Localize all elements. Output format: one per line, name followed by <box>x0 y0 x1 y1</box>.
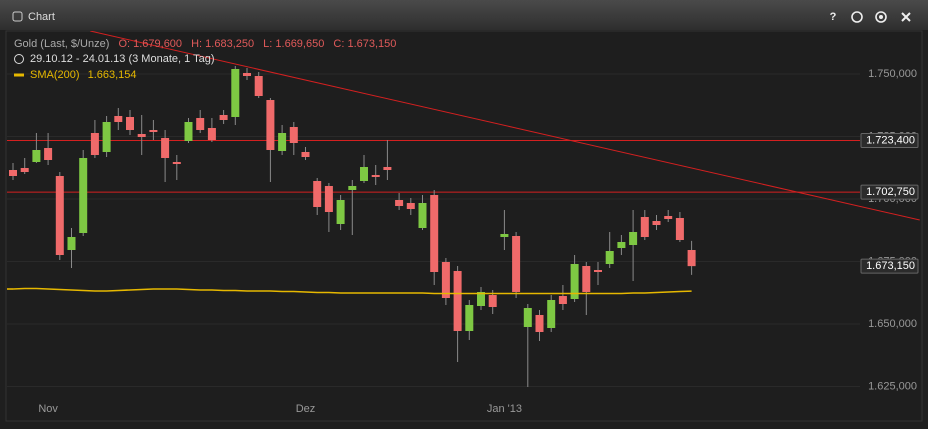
settings-dot <box>879 15 883 19</box>
candle-body <box>465 305 474 331</box>
candle-body <box>523 308 532 327</box>
window-title: Chart <box>28 11 55 23</box>
hline-price-label: 1.723,400 <box>866 134 915 146</box>
candle-body <box>278 133 287 151</box>
low-text: L: 1.669,650 <box>263 38 324 50</box>
candle-body <box>558 296 567 304</box>
candle-body <box>360 167 368 181</box>
sma-value: 1.663,154 <box>88 69 137 81</box>
high-text: H: 1.683,250 <box>191 38 254 50</box>
candle-body <box>348 186 357 190</box>
close-text: C: 1.673,150 <box>333 38 396 50</box>
hline-price-box <box>860 184 919 200</box>
candle-body <box>231 69 240 117</box>
candle-body <box>126 117 134 130</box>
candle-body <box>9 170 17 176</box>
y-tick-label: 1.650,000 <box>868 318 917 330</box>
sma-line <box>12 287 692 295</box>
reset-button[interactable] <box>851 11 863 23</box>
clock-icon <box>14 54 24 64</box>
candle-body <box>161 138 170 158</box>
trend-line <box>90 31 920 221</box>
candle-body <box>324 186 333 212</box>
candle-body <box>172 162 181 164</box>
candle-body <box>196 118 205 130</box>
open-text: O: 1.679,600 <box>118 38 182 50</box>
overlay: 1.625,0001.650,0001.675,0001.700,0001.72… <box>38 68 919 415</box>
title-bar <box>0 0 928 30</box>
candle-body <box>488 295 497 307</box>
candle-body <box>500 234 509 237</box>
candle-body <box>675 218 684 240</box>
candle-body <box>512 236 521 292</box>
candle-body <box>289 127 298 143</box>
candle-body <box>32 150 41 162</box>
candle-body <box>301 152 310 157</box>
candle-body <box>79 158 88 233</box>
candle-body <box>453 271 462 331</box>
candle-body <box>137 134 146 137</box>
last-price-box <box>860 258 919 274</box>
candle-body <box>395 200 404 206</box>
plot <box>7 31 920 387</box>
candle-body <box>547 300 556 328</box>
candle-body <box>44 148 53 160</box>
candle-body <box>406 203 415 209</box>
candle-body <box>418 203 427 228</box>
candle-body <box>629 232 638 245</box>
candle-body <box>605 251 614 264</box>
candle-body <box>20 168 29 172</box>
y-tick-label: 1.750,000 <box>868 68 917 80</box>
candle-body <box>687 250 696 267</box>
candle-body <box>55 176 64 255</box>
last-price-label: 1.673,150 <box>866 260 915 272</box>
candle-body <box>102 122 111 152</box>
candle-body <box>640 217 649 237</box>
header-ohlc: Gold (Last, $/Unze) O: 1.679,600 H: 1.68… <box>14 38 396 50</box>
hline-price-label: 1.702,750 <box>866 186 915 198</box>
candle-body <box>535 315 544 332</box>
x-tick-label: Dez <box>296 403 316 415</box>
candle-body <box>582 266 591 292</box>
candle-body <box>90 133 99 155</box>
sma-name: SMA(200) <box>30 69 80 81</box>
y-tick-label: 1.625,000 <box>868 380 917 392</box>
x-tick-label: Jan '13 <box>487 403 522 415</box>
candle-body <box>652 221 661 225</box>
sma-legend: SMA(200) 1.663,154 <box>30 69 137 81</box>
candle-body <box>207 128 216 140</box>
candle-body <box>441 262 450 298</box>
candle-body <box>219 115 228 120</box>
candle-body <box>254 76 263 96</box>
range-text: 29.10.12 - 24.01.13 (3 Monate, 1 Tag) <box>30 53 214 65</box>
candle-body <box>67 237 76 250</box>
candle-body <box>114 116 123 122</box>
candle-body <box>184 122 193 141</box>
candle-body <box>430 195 439 272</box>
candle-body <box>664 216 673 219</box>
plot-bg <box>5 30 923 422</box>
candle-body <box>336 200 345 224</box>
settings-button[interactable] <box>875 11 887 23</box>
x-tick-label: Nov <box>38 403 58 415</box>
candle-body <box>594 270 602 272</box>
candle-body <box>266 100 275 150</box>
candle-body <box>383 167 392 170</box>
hline-price-box <box>860 133 919 148</box>
candle-body <box>243 73 251 76</box>
candle-body <box>477 292 485 306</box>
instrument: Gold (Last, $/Unze) <box>14 38 109 50</box>
candle-body <box>149 130 158 132</box>
window-icon <box>12 11 23 22</box>
candle-body <box>617 242 626 248</box>
candle-body <box>570 264 579 299</box>
candle-body <box>371 175 380 177</box>
close-button[interactable] <box>901 12 911 22</box>
help-button[interactable]: ? <box>830 11 837 23</box>
candle-body <box>313 181 322 207</box>
